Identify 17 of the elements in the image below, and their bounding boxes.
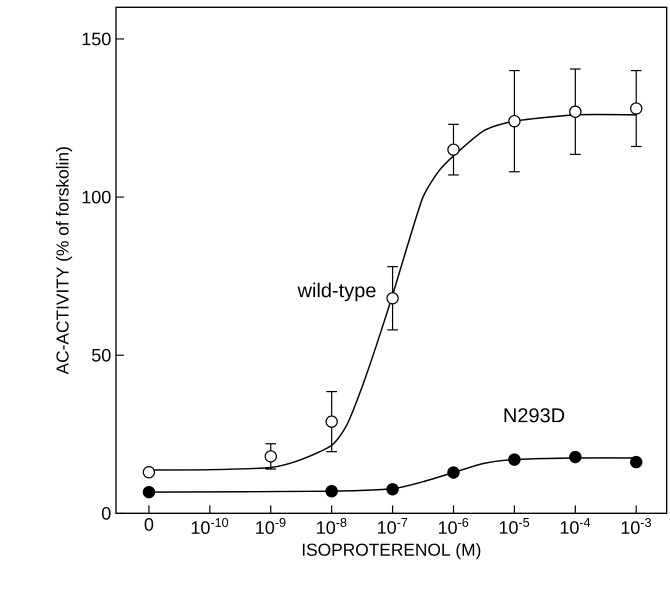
y-tick-label: 0 xyxy=(102,506,111,520)
x-tick-label: 10$^{-6}$ xyxy=(438,518,468,534)
x-tick-label: 10$^{-5}$ xyxy=(500,518,530,534)
x-tick-label: 10$^{-7}$ xyxy=(378,518,408,534)
x-tick-label: 10$^{-3}$ xyxy=(622,518,651,534)
y-axis-title: AC-ACTIVITY (% of forskolin) xyxy=(56,147,72,374)
series-label: N293D xyxy=(504,408,564,422)
x-tick-label: 10$^{-10}$ xyxy=(192,518,228,534)
y-tick-label: 150 xyxy=(82,32,111,46)
x-tick-label: 10$^{-9}$ xyxy=(256,518,286,534)
series-label: wild-type xyxy=(298,282,376,302)
x-tick-label: 10$^{-4}$ xyxy=(560,518,590,534)
y-tick-label: 100 xyxy=(82,190,111,204)
x-tick-label: 10$^{-8}$ xyxy=(317,518,346,534)
x-axis-title: ISOPROTERENOL (M) xyxy=(302,543,480,560)
y-tick-label: 50 xyxy=(92,348,111,362)
x-tick-label: 0 xyxy=(144,518,154,531)
